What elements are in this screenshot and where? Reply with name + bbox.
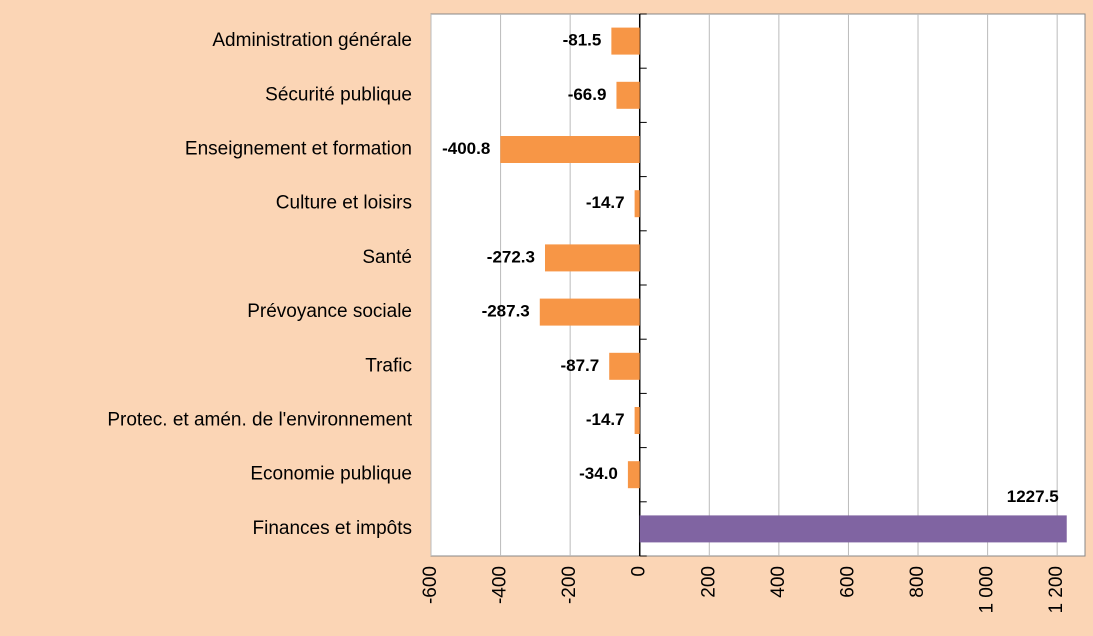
value-label: -81.5 — [563, 31, 602, 50]
category-label: Finances et impôts — [253, 518, 412, 539]
x-tick-label: 1 000 — [977, 566, 998, 614]
category-label: Santé — [362, 247, 412, 268]
bar — [639, 515, 1067, 543]
category-label: Protec. et amén. de l'environnement — [107, 410, 412, 431]
x-tick-label: -600 — [420, 566, 441, 604]
bar — [609, 352, 640, 380]
x-tick-label: -400 — [490, 566, 511, 604]
bar — [634, 190, 640, 218]
bar — [611, 27, 640, 55]
x-tick-label: 600 — [837, 566, 858, 598]
x-tick-label: 0 — [629, 566, 650, 577]
plot-area — [430, 13, 1086, 557]
category-label: Trafic — [365, 355, 412, 376]
category-label: Enseignement et formation — [185, 139, 412, 160]
bar — [634, 407, 640, 434]
category-label: Prévoyance sociale — [247, 301, 412, 322]
category-label: Administration générale — [212, 30, 412, 51]
x-tick-label: -200 — [559, 566, 580, 604]
bar — [627, 461, 640, 489]
value-label: -66.9 — [568, 85, 607, 104]
x-tick-label: 1 200 — [1046, 566, 1067, 614]
bar — [616, 81, 640, 109]
bar — [544, 244, 640, 272]
bar — [539, 298, 640, 326]
value-label: -87.7 — [560, 356, 599, 375]
bar — [500, 136, 640, 163]
value-label: -400.8 — [442, 139, 490, 158]
value-label: -14.7 — [586, 193, 625, 212]
value-label: -34.0 — [579, 464, 618, 483]
value-label: -14.7 — [586, 410, 625, 429]
value-label: 1227.5 — [1007, 487, 1059, 506]
x-tick-label: 200 — [698, 566, 719, 598]
category-label: Sécurité publique — [265, 84, 412, 105]
value-label: -287.3 — [482, 302, 530, 321]
category-label: Economie publique — [250, 464, 412, 485]
value-label: -272.3 — [487, 247, 535, 266]
category-label: Culture et loisirs — [276, 193, 412, 214]
x-tick-label: 400 — [768, 566, 789, 598]
x-tick-label: 800 — [907, 566, 928, 598]
